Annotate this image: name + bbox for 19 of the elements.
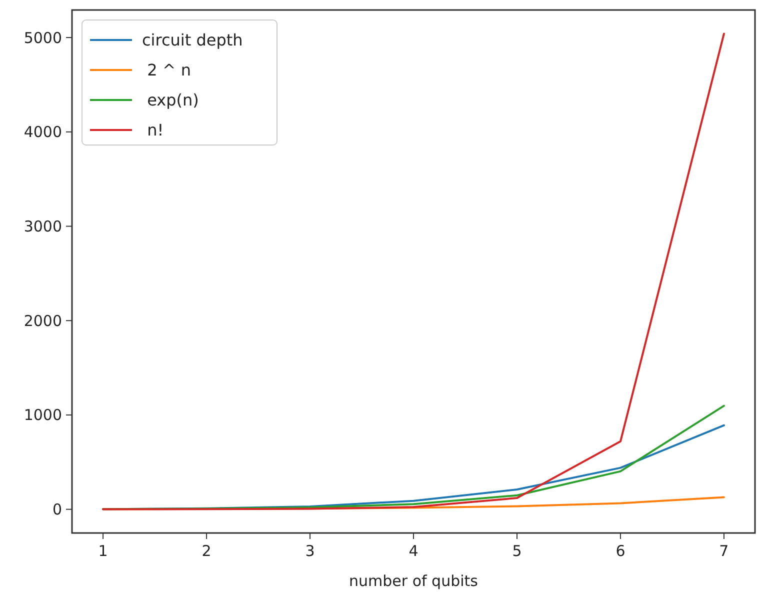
y-tick-label: 1000 — [24, 406, 62, 424]
x-tick-label: 4 — [408, 542, 418, 560]
y-tick-label: 4000 — [24, 123, 62, 142]
legend-label: exp(n) — [142, 90, 199, 110]
x-axis-title: number of qubits — [349, 572, 478, 590]
x-tick-label: 2 — [202, 542, 212, 560]
x-tick-label: 6 — [616, 542, 626, 560]
x-tick-label: 7 — [719, 542, 729, 560]
legend-label: circuit depth — [142, 30, 243, 50]
legend-label: 2 ^ n — [142, 60, 191, 80]
legend-label: n! — [142, 120, 164, 140]
y-tick-label: 0 — [52, 500, 62, 519]
y-tick-label: 3000 — [24, 218, 62, 236]
y-tick-label: 2000 — [24, 312, 62, 330]
x-tick-label: 1 — [98, 542, 108, 560]
line-series — [102, 32, 725, 510]
x-tick-label: 3 — [305, 542, 315, 560]
y-tick-label: 5000 — [24, 28, 62, 47]
x-tick-label: 5 — [512, 542, 522, 560]
